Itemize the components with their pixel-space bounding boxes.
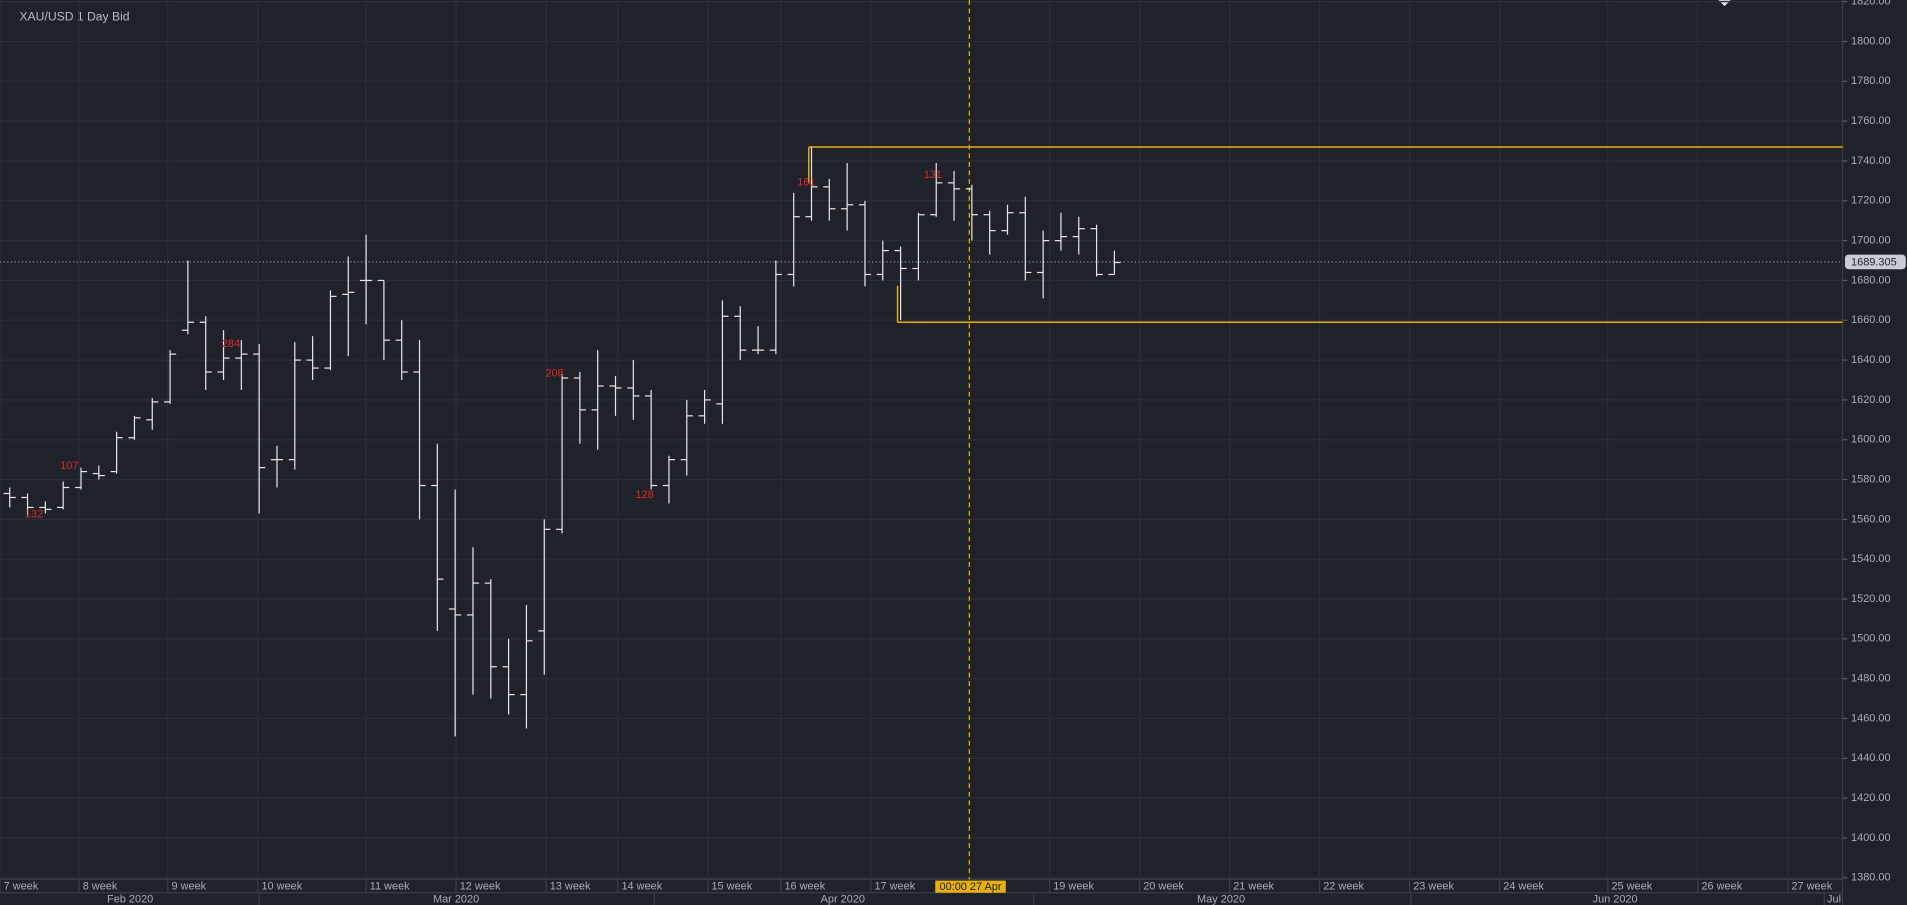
week-label: 10 week <box>261 881 302 893</box>
y-tick-label: 1780.00 <box>1851 75 1891 87</box>
y-tick-label: 1620.00 <box>1851 394 1891 406</box>
annotation: 132 <box>25 508 43 520</box>
y-tick-label: 1760.00 <box>1851 115 1891 127</box>
crosshair-label: 00:00 27 Apr <box>940 881 1002 893</box>
week-label: 21 week <box>1233 881 1274 893</box>
crosshair-label-box <box>935 880 1006 893</box>
y-tick-label: 1520.00 <box>1851 593 1891 605</box>
week-label: 25 week <box>1611 881 1652 893</box>
week-label: 24 week <box>1503 881 1544 893</box>
y-tick-label: 1420.00 <box>1851 792 1891 804</box>
month-label: Feb 2020 <box>107 893 153 905</box>
annotation: 131 <box>924 169 942 181</box>
week-label: 19 week <box>1053 881 1094 893</box>
y-tick-label: 1580.00 <box>1851 473 1891 485</box>
month-label: Apr 2020 <box>821 893 865 905</box>
week-label: 14 week <box>621 881 662 893</box>
y-tick-label: 1740.00 <box>1851 155 1891 167</box>
y-tick-label: 1680.00 <box>1851 274 1891 286</box>
y-tick-label: 1800.00 <box>1851 35 1891 47</box>
last-price-box <box>1844 254 1906 270</box>
y-tick-label: 1480.00 <box>1851 673 1891 685</box>
week-label: 27 week <box>1791 881 1832 893</box>
week-label: 11 week <box>370 881 410 893</box>
last-price-label: 1689.305 <box>1851 256 1897 268</box>
week-label: 15 week <box>711 881 752 893</box>
month-label: Mar 2020 <box>433 893 479 905</box>
week-label: 16 week <box>784 881 825 893</box>
week-label: 22 week <box>1323 881 1364 893</box>
week-label: 23 week <box>1413 881 1454 893</box>
y-tick-label: 1640.00 <box>1851 354 1891 366</box>
y-tick-label: 1440.00 <box>1851 752 1891 764</box>
annotation: 208 <box>545 367 563 379</box>
week-label: 12 week <box>460 881 501 893</box>
annotation: 128 <box>635 489 653 501</box>
y-tick-label: 1720.00 <box>1851 195 1891 207</box>
month-label: Jun 2020 <box>1593 893 1638 905</box>
chart-title: XAU/USD 1 Day Bid <box>19 9 129 23</box>
week-label: 7 week <box>4 881 39 893</box>
y-tick-label: 1700.00 <box>1851 235 1891 247</box>
month-label: May 2020 <box>1197 893 1245 905</box>
month-label: Jul <box>1827 893 1841 905</box>
annotation: 284 <box>222 338 240 350</box>
y-tick-label: 1460.00 <box>1851 712 1891 724</box>
y-tick-label: 1660.00 <box>1851 314 1891 326</box>
week-label: 26 week <box>1701 881 1742 893</box>
week-label: 9 week <box>171 881 206 893</box>
week-label: 8 week <box>83 881 118 893</box>
week-label: 13 week <box>550 881 591 893</box>
week-label: 20 week <box>1143 881 1184 893</box>
week-label: 17 week <box>874 881 915 893</box>
y-tick-label: 1500.00 <box>1851 633 1891 645</box>
annotation: 107 <box>60 460 78 472</box>
y-tick-label: 1380.00 <box>1851 872 1891 884</box>
y-tick-label: 1600.00 <box>1851 434 1891 446</box>
y-tick-label: 1540.00 <box>1851 553 1891 565</box>
annotation: 161 <box>797 176 815 188</box>
y-tick-label: 1820.00 <box>1851 0 1891 8</box>
y-tick-label: 1560.00 <box>1851 513 1891 525</box>
y-tick-label: 1400.00 <box>1851 832 1891 844</box>
